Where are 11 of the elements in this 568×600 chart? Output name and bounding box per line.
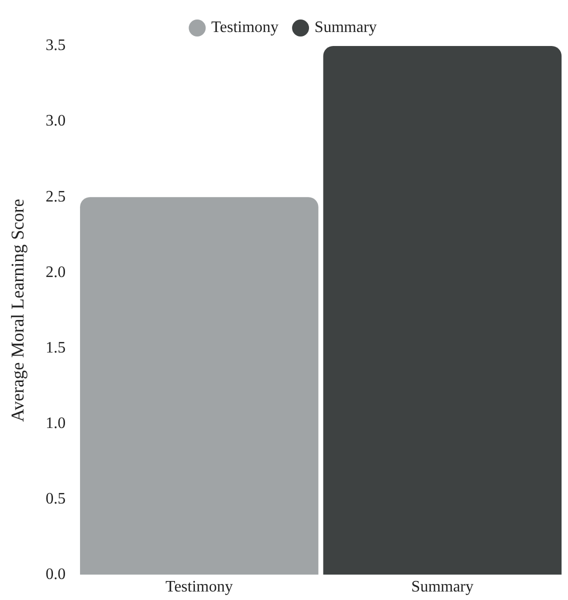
y-tick-label: 3.0 xyxy=(46,112,66,130)
y-axis-title: Average Moral Learning Score xyxy=(8,198,28,422)
y-tick-label: 1.0 xyxy=(46,414,66,432)
y-tick-label: 2.5 xyxy=(46,188,66,206)
y-tick-label: 0.0 xyxy=(46,566,66,584)
y-tick-label: 1.5 xyxy=(46,339,66,356)
y-tick-label: 0.5 xyxy=(46,490,66,508)
y-tick-label: 2.0 xyxy=(46,264,66,281)
legend-label: Summary xyxy=(314,19,377,36)
legend-label: Testimony xyxy=(211,19,279,36)
y-tick-label: 3.5 xyxy=(46,37,66,54)
